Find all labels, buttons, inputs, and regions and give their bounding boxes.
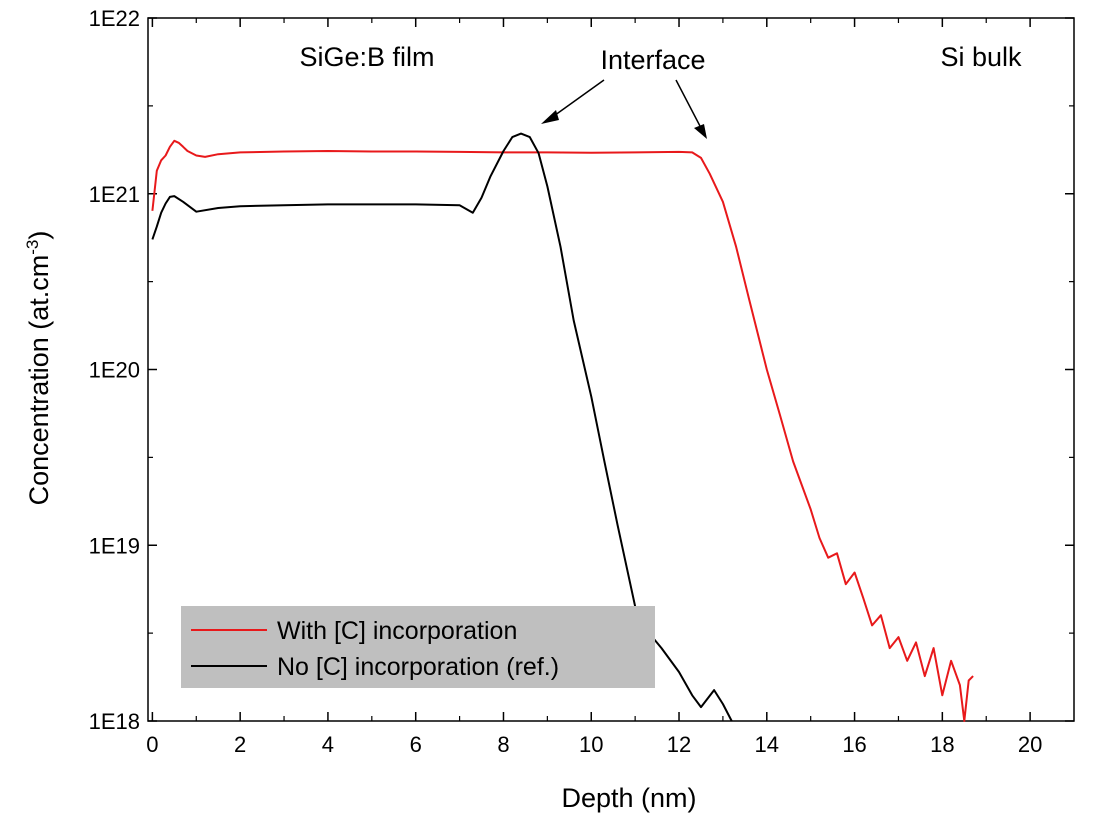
x-tick-label: 18 [930,732,954,757]
y-tick-label: 1E20 [89,358,140,383]
legend-label-with-c: With [C] incorporation [277,617,517,645]
y-tick-label: 1E19 [89,533,140,558]
arrow-line-right [675,79,702,129]
arrow-head-left [541,110,559,124]
y-axis-title: Concentration (at.cm-3) [23,231,54,506]
x-tick-label: 0 [146,732,158,757]
arrow-line-left [550,79,605,119]
y-tick-labels: 1E18 1E19 1E20 1E21 1E22 [89,6,140,734]
y-tick-label: 1E18 [89,709,140,734]
x-tick-labels: 0 2 4 6 8 10 12 14 16 18 20 [146,732,1042,757]
x-tick-label: 12 [667,732,691,757]
y-axis-title-close: ) [24,231,54,240]
y-tick-label: 1E21 [89,182,140,207]
x-tick-label: 16 [842,732,866,757]
x-tick-label: 14 [755,732,779,757]
x-tick-label: 10 [579,732,603,757]
legend-label-no-c: No [C] incorporation (ref.) [277,653,559,681]
y-tick-label: 1E22 [89,6,140,31]
legend: With [C] incorporation No [C] incorporat… [181,606,655,688]
series-line-no-c [151,132,733,722]
x-tick-label: 6 [410,732,422,757]
legend-box [181,606,655,688]
x-tick-label: 2 [234,732,246,757]
series-lines [151,132,974,722]
series-line-with-c [151,139,974,722]
annotation-bulk: Si bulk [940,42,1022,72]
x-tick-label: 20 [1018,732,1042,757]
interface-arrows [541,79,707,139]
axis-ticks [148,17,1074,722]
x-tick-label: 4 [322,732,334,757]
annotation-interface: Interface [600,45,705,75]
y-axis-title-main: Concentration (at.cm [24,255,54,506]
y-axis-title-superscript: -3 [23,240,42,255]
x-axis-title: Depth (nm) [561,783,696,813]
arrow-head-right [694,124,707,139]
x-tick-label: 8 [497,732,509,757]
annotation-film: SiGe:B film [299,42,434,72]
